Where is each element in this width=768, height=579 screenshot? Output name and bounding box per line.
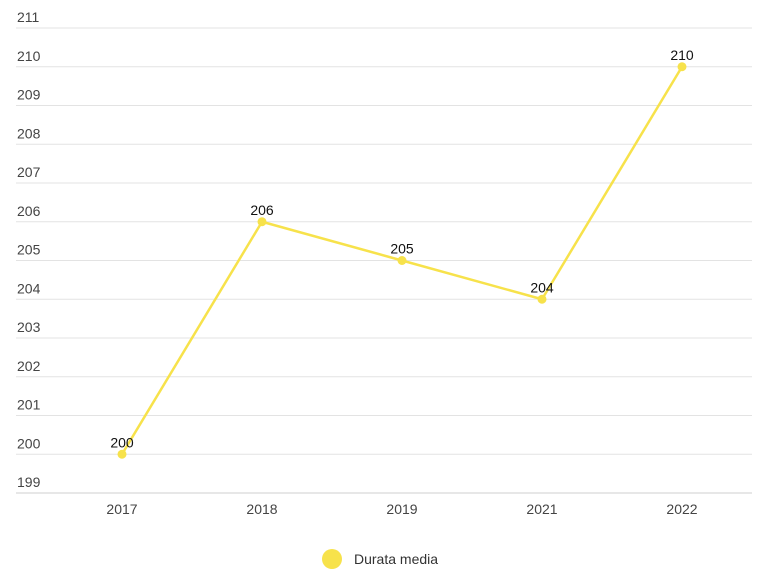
y-tick-label: 204 <box>17 280 41 296</box>
y-tick-label: 209 <box>17 87 41 103</box>
y-tick-label: 202 <box>17 358 41 374</box>
series-durata-media <box>117 62 687 459</box>
y-tick-label: 203 <box>17 319 41 335</box>
y-tick-label: 201 <box>17 397 41 413</box>
data-label: 205 <box>390 241 414 257</box>
data-label: 200 <box>110 434 134 450</box>
data-label: 210 <box>670 47 694 63</box>
legend-label: Durata media <box>354 551 439 567</box>
x-tick-label: 2022 <box>666 501 697 517</box>
data-point[interactable] <box>257 217 267 227</box>
y-tick-label: 211 <box>17 9 40 25</box>
x-axis-ticks: 2017 2018 2019 2021 2022 <box>106 501 697 517</box>
data-point[interactable] <box>677 62 687 72</box>
x-tick-label: 2017 <box>106 501 137 517</box>
legend[interactable]: Durata media <box>322 548 438 570</box>
y-axis-ticks: 211 210 209 208 207 206 205 204 203 202 201 200 199 <box>17 9 41 490</box>
y-tick-label: 205 <box>17 242 41 258</box>
x-tick-label: 2019 <box>386 501 417 517</box>
gridlines <box>16 27 752 494</box>
data-point[interactable] <box>537 294 547 304</box>
data-label: 204 <box>530 279 554 295</box>
data-point[interactable] <box>117 449 127 459</box>
data-labels: 200 206 205 204 210 <box>110 47 694 451</box>
y-tick-label: 210 <box>17 48 41 64</box>
y-tick-label: 206 <box>17 203 41 219</box>
data-point[interactable] <box>397 256 407 265</box>
y-tick-label: 200 <box>17 435 41 451</box>
x-tick-label: 2018 <box>246 501 277 517</box>
y-tick-label: 199 <box>17 474 41 490</box>
legend-swatch-icon <box>322 549 342 569</box>
data-label: 206 <box>250 202 274 218</box>
y-tick-label: 208 <box>17 125 41 141</box>
y-tick-label: 207 <box>17 164 41 180</box>
x-tick-label: 2021 <box>526 501 557 517</box>
